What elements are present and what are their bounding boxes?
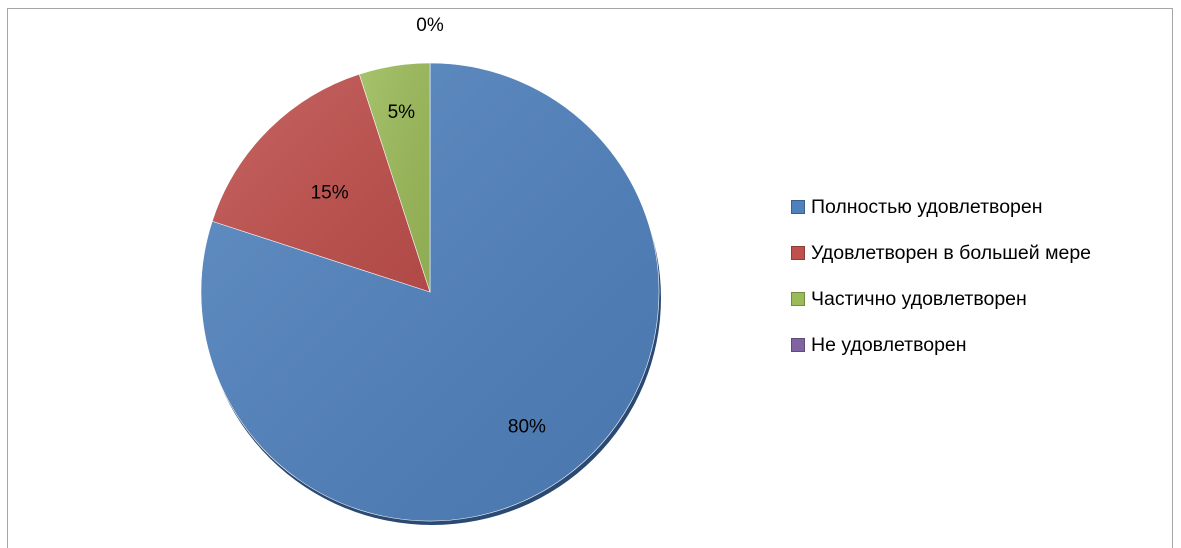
data-label-fully-satisfied: 80% [508, 416, 546, 437]
legend-item: Полностью удовлетворен [791, 195, 1091, 219]
legend-label: Не удовлетворен [811, 333, 967, 356]
pie-slices [200, 62, 660, 522]
legend-swatch-mostly-satisfied [791, 246, 805, 260]
pie-chart: 80% 15% 5% 0% [200, 15, 661, 525]
legend-swatch-fully-satisfied [791, 200, 805, 214]
data-label-not-satisfied: 0% [416, 15, 444, 36]
legend-label: Удовлетворен в большей мере [811, 241, 1092, 264]
pie-slice-mostly-satisfied-shading [212, 74, 430, 292]
legend-swatch-not-satisfied [791, 338, 805, 352]
legend: Полностью удовлетворен Удовлетворен в бо… [791, 195, 1091, 379]
legend-item: Удовлетворен в большей мере [791, 241, 1091, 265]
pie-slice-partially-satisfied-shading [359, 63, 430, 292]
legend-label: Полностью удовлетворен [811, 195, 1043, 218]
legend-swatch-partially-satisfied [791, 292, 805, 306]
data-label-mostly-satisfied: 15% [311, 183, 349, 204]
data-label-partially-satisfied: 5% [388, 102, 416, 123]
pie-data-labels: 80% 15% 5% 0% [311, 15, 546, 437]
legend-item: Не удовлетворен [791, 333, 1091, 357]
legend-label: Частично удовлетворен [811, 287, 1027, 310]
legend-item: Частично удовлетворен [791, 287, 1091, 311]
